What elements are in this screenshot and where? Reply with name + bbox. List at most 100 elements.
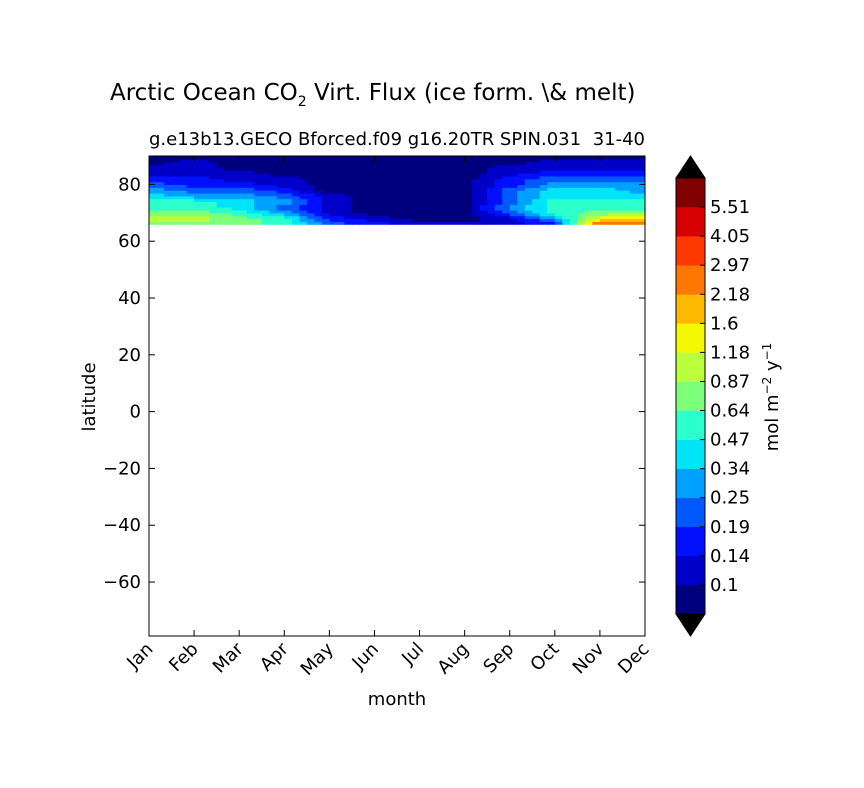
heat-cell bbox=[216, 164, 225, 168]
heat-cell bbox=[629, 212, 639, 217]
heat-cell bbox=[599, 218, 609, 222]
heat-cell bbox=[194, 192, 203, 197]
heat-cell bbox=[269, 164, 278, 168]
heat-cell bbox=[524, 190, 533, 194]
heat-cell bbox=[149, 181, 158, 185]
heat-cell bbox=[216, 212, 225, 217]
heat-cell bbox=[216, 192, 225, 197]
heat-cell bbox=[164, 201, 173, 205]
heat-cell bbox=[427, 192, 436, 197]
heat-cell bbox=[599, 158, 609, 163]
heat-cell bbox=[329, 184, 338, 188]
heat-cell bbox=[284, 198, 293, 203]
heat-cell bbox=[164, 215, 173, 220]
heat-cell bbox=[419, 170, 428, 174]
heat-cell bbox=[472, 175, 481, 180]
heat-cell bbox=[231, 190, 240, 194]
heat-cell bbox=[351, 215, 361, 220]
y-tick-label: 0 bbox=[130, 402, 141, 423]
heat-cell bbox=[374, 212, 383, 217]
heat-cell bbox=[434, 184, 443, 188]
heat-cell bbox=[569, 192, 578, 197]
heat-cell bbox=[171, 167, 180, 171]
heat-cell bbox=[404, 215, 413, 220]
heat-cell bbox=[239, 209, 248, 214]
heat-cell bbox=[344, 156, 353, 160]
heat-cell bbox=[179, 212, 188, 217]
heat-cell bbox=[329, 207, 338, 211]
heat-cell bbox=[336, 192, 345, 197]
heat-cell bbox=[276, 218, 285, 222]
heat-cell bbox=[374, 209, 383, 214]
heat-cell bbox=[209, 156, 218, 160]
heat-cell bbox=[231, 187, 240, 191]
heat-cell bbox=[389, 198, 398, 203]
heat-cell bbox=[494, 170, 503, 174]
heat-cell bbox=[381, 190, 391, 194]
heat-cell bbox=[366, 221, 376, 225]
colorbar-tick-label: 2.97 bbox=[710, 255, 750, 276]
heat-cell bbox=[194, 221, 203, 225]
heat-cell bbox=[524, 209, 533, 214]
heat-cell bbox=[359, 167, 368, 171]
heat-cell bbox=[472, 178, 481, 183]
heat-cell bbox=[629, 178, 639, 183]
heat-cell bbox=[494, 167, 503, 171]
heat-cell bbox=[336, 209, 345, 214]
heat-cell bbox=[186, 173, 195, 177]
heat-cell bbox=[599, 192, 609, 197]
heat-cell bbox=[374, 192, 383, 197]
heat-cell bbox=[389, 215, 398, 220]
heat-cell bbox=[412, 190, 421, 194]
heat-cell bbox=[607, 218, 616, 222]
heat-cell bbox=[359, 215, 368, 220]
heat-cell bbox=[201, 204, 210, 208]
heat-cell bbox=[577, 181, 586, 185]
heat-cell bbox=[494, 181, 503, 185]
heat-cell bbox=[321, 195, 330, 200]
heat-cell bbox=[194, 167, 203, 171]
heat-cell bbox=[607, 190, 616, 194]
heat-cell bbox=[344, 195, 353, 200]
heat-cell bbox=[254, 204, 263, 208]
heat-cell bbox=[442, 207, 451, 211]
heat-cell bbox=[404, 201, 413, 205]
heat-cell bbox=[171, 195, 180, 200]
heat-cell bbox=[269, 178, 278, 183]
heat-cell bbox=[149, 184, 158, 188]
heat-cell bbox=[351, 187, 361, 191]
heat-cell bbox=[397, 175, 406, 180]
heat-cell bbox=[351, 198, 361, 203]
heat-cell bbox=[261, 198, 270, 203]
heat-cell bbox=[487, 212, 496, 217]
heat-cell bbox=[442, 190, 451, 194]
plot-frame bbox=[148, 155, 646, 637]
heat-cell bbox=[224, 167, 233, 171]
heat-cell bbox=[359, 192, 368, 197]
heat-cell bbox=[156, 173, 165, 177]
heat-cell bbox=[224, 156, 233, 160]
heat-cell bbox=[464, 161, 473, 166]
heat-cell bbox=[434, 221, 443, 225]
heat-cell bbox=[412, 175, 421, 180]
heat-cell bbox=[592, 178, 601, 183]
heat-cell bbox=[442, 198, 451, 203]
heat-cell bbox=[164, 181, 173, 185]
heat-cell bbox=[532, 207, 541, 211]
heat-cell bbox=[254, 192, 263, 197]
heat-cell bbox=[231, 167, 240, 171]
heat-cell bbox=[472, 187, 481, 191]
heat-cell bbox=[231, 173, 240, 177]
heat-cell bbox=[306, 173, 315, 177]
colorbar-segment bbox=[676, 526, 705, 557]
heat-cell bbox=[479, 181, 488, 185]
heat-cell bbox=[261, 175, 270, 180]
heat-cell bbox=[186, 198, 195, 203]
heat-cell bbox=[464, 207, 473, 211]
heat-cell bbox=[479, 215, 488, 220]
heat-cell bbox=[351, 218, 361, 222]
heat-cell bbox=[629, 175, 639, 180]
heat-cell bbox=[577, 161, 586, 166]
heat-cell bbox=[554, 201, 563, 205]
heat-cell bbox=[306, 184, 315, 188]
